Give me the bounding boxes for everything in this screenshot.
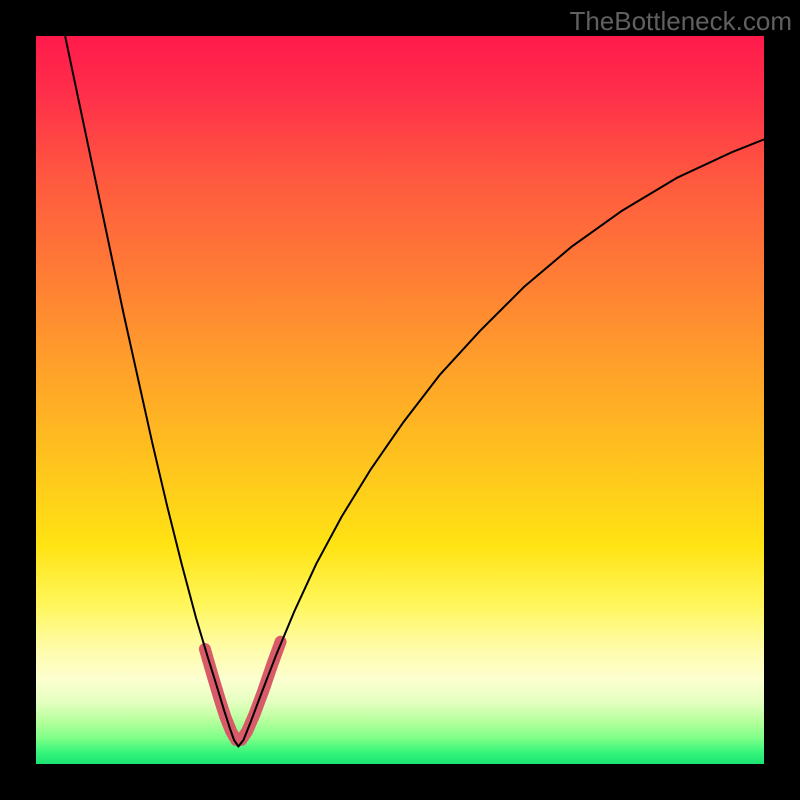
chart-plot-area: [36, 36, 764, 764]
chart-svg: [36, 36, 764, 764]
watermark-text: TheBottleneck.com: [569, 6, 792, 37]
chart-background: [36, 36, 764, 764]
